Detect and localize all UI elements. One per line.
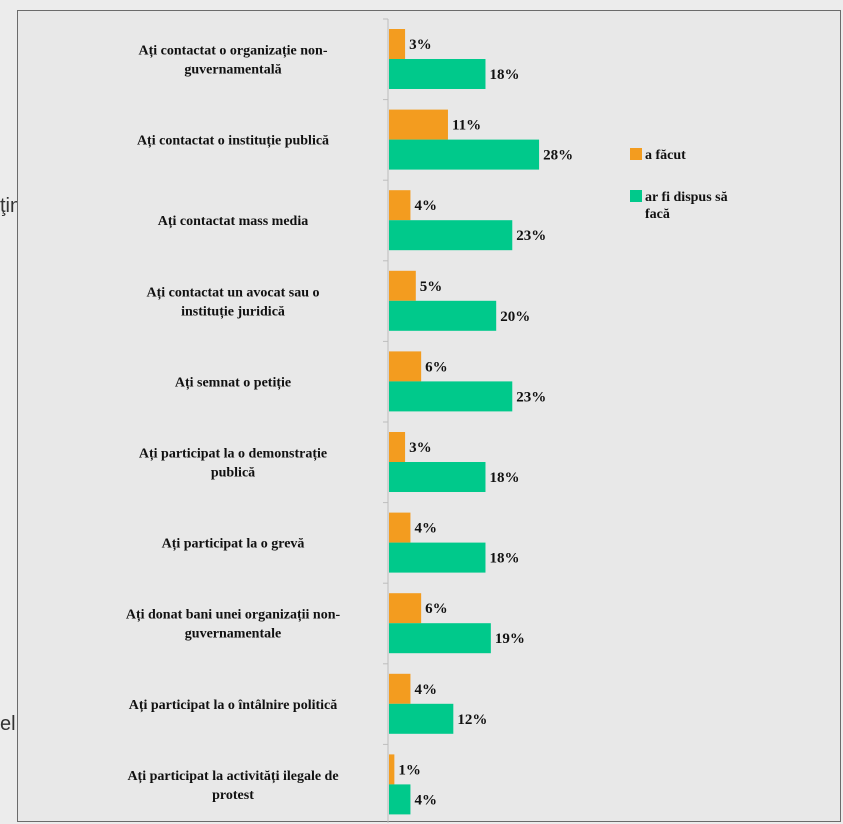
data-label: 4% [414,792,437,808]
bar-ar-fi-dispus [389,462,486,492]
bar-ar-fi-dispus [389,220,513,251]
category-label: Ați semnat o petiție [175,375,291,390]
category-label: Ați participat la activități ilegale de p… [127,769,338,803]
data-label: 12% [457,712,487,728]
category-label: Ați contactat un avocat sau o instituție … [146,285,319,319]
data-label: 1% [398,762,421,778]
bar-a-facut [389,29,406,59]
legend-label: a făcut [645,148,686,163]
bar-ar-fi-dispus [389,623,491,654]
labels-layer: Ați contactat o organizație non-guvernam… [126,37,573,808]
bar-ar-fi-dispus [389,300,497,331]
category-label: Ați participat la o grevă [162,537,305,552]
data-label: 11% [452,118,481,134]
data-label: 19% [495,631,525,647]
background-text-fragment-2: el [0,713,16,735]
bar-ar-fi-dispus [389,59,486,89]
bar-chart: Ați contactat o organizație non-guvernam… [126,18,728,823]
data-label: 28% [543,148,573,164]
bar-a-facut [389,270,416,301]
bar-a-facut [389,351,422,382]
bar-ar-fi-dispus [389,381,513,412]
legend-swatch [630,148,642,160]
data-label: 4% [414,682,437,698]
data-label: 6% [425,359,448,375]
bar-ar-fi-dispus [389,139,540,170]
data-label: 23% [516,389,546,405]
chart-frame: Ați contactat o organizație non-guvernam… [17,10,841,823]
data-label: 18% [489,470,519,486]
legend: a făcut ar fi dispus să facă [630,148,728,222]
background-text-fragment-1: ţin [0,195,22,217]
data-label: 18% [489,551,519,567]
category-label: Ați contactat o instituție publică [137,134,329,149]
data-label: 6% [425,601,448,617]
data-label: 4% [414,521,437,537]
bar-a-facut [389,754,395,785]
bar-ar-fi-dispus [389,703,454,734]
category-label: Ați participat la o întâlnire politică [129,698,338,713]
legend-swatch [630,190,642,202]
bar-ar-fi-dispus [389,784,411,815]
category-label: Ați donat bani unei organizații non-guve… [126,608,341,642]
data-label: 18% [489,67,519,83]
bar-a-facut [389,190,411,221]
bar-a-facut [389,109,448,140]
bar-a-facut [389,512,411,543]
bar-a-facut [389,673,411,704]
data-label: 5% [420,279,443,295]
bars-layer [389,29,540,815]
data-label: 20% [500,309,530,325]
bar-a-facut [389,432,406,462]
data-label: 4% [414,198,437,214]
axis-layer [383,18,389,823]
data-label: 23% [516,228,546,244]
data-label: 3% [409,37,432,53]
category-label: Ați contactat mass media [158,214,308,229]
category-label: Ați participat la o demonstrație publică [139,447,327,481]
data-label: 3% [409,440,432,456]
bar-ar-fi-dispus [389,542,486,573]
legend-label: ar fi dispus să facă [645,190,728,222]
bar-a-facut [389,593,422,624]
category-label: Ați contactat o organizație non-guvernam… [139,44,328,78]
